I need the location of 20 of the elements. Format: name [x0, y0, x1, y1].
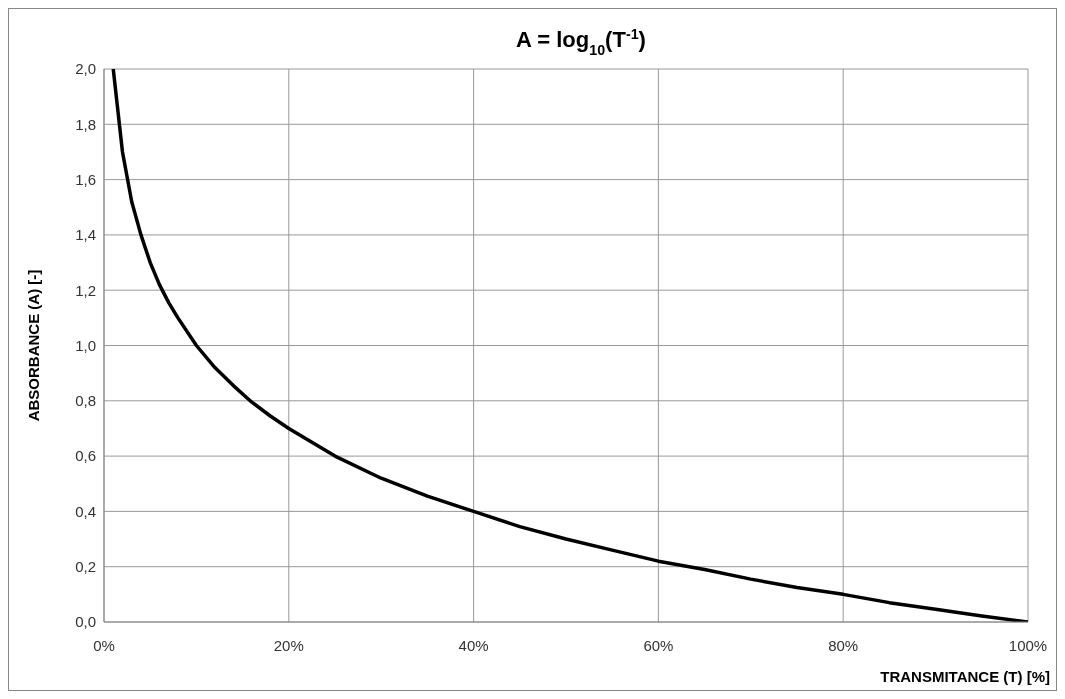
- chart-title: A = log$_{10}$(T$^{-1}$): [516, 26, 646, 58]
- y-tick-label: 0,2: [75, 558, 96, 576]
- y-axis-title: ABSORBANCE (A) [-]: [25, 269, 42, 422]
- x-axis-title: TRANSMITANCE (T) [%]: [880, 668, 1050, 685]
- y-tick-label: 1,4: [75, 226, 96, 244]
- x-tick-label: 0%: [93, 636, 115, 654]
- y-tick-label: 0,0: [75, 613, 96, 631]
- x-tick-label: 20%: [273, 636, 304, 654]
- x-tick-label: 80%: [828, 636, 859, 654]
- y-tick-label: 0,4: [75, 502, 96, 520]
- x-tick-label: 60%: [643, 636, 674, 654]
- y-tick-label: 1,2: [75, 281, 96, 299]
- x-tick-label: 40%: [458, 636, 489, 654]
- y-tick-label: 0,6: [75, 447, 96, 465]
- y-tick-label: 2,0: [75, 60, 96, 78]
- y-tick-label: 1,0: [75, 336, 96, 354]
- y-tick-label: 1,6: [75, 170, 96, 188]
- y-tick-label: 0,8: [75, 392, 96, 410]
- x-tick-label: 100%: [1008, 636, 1048, 654]
- y-tick-label: 1,8: [75, 115, 96, 133]
